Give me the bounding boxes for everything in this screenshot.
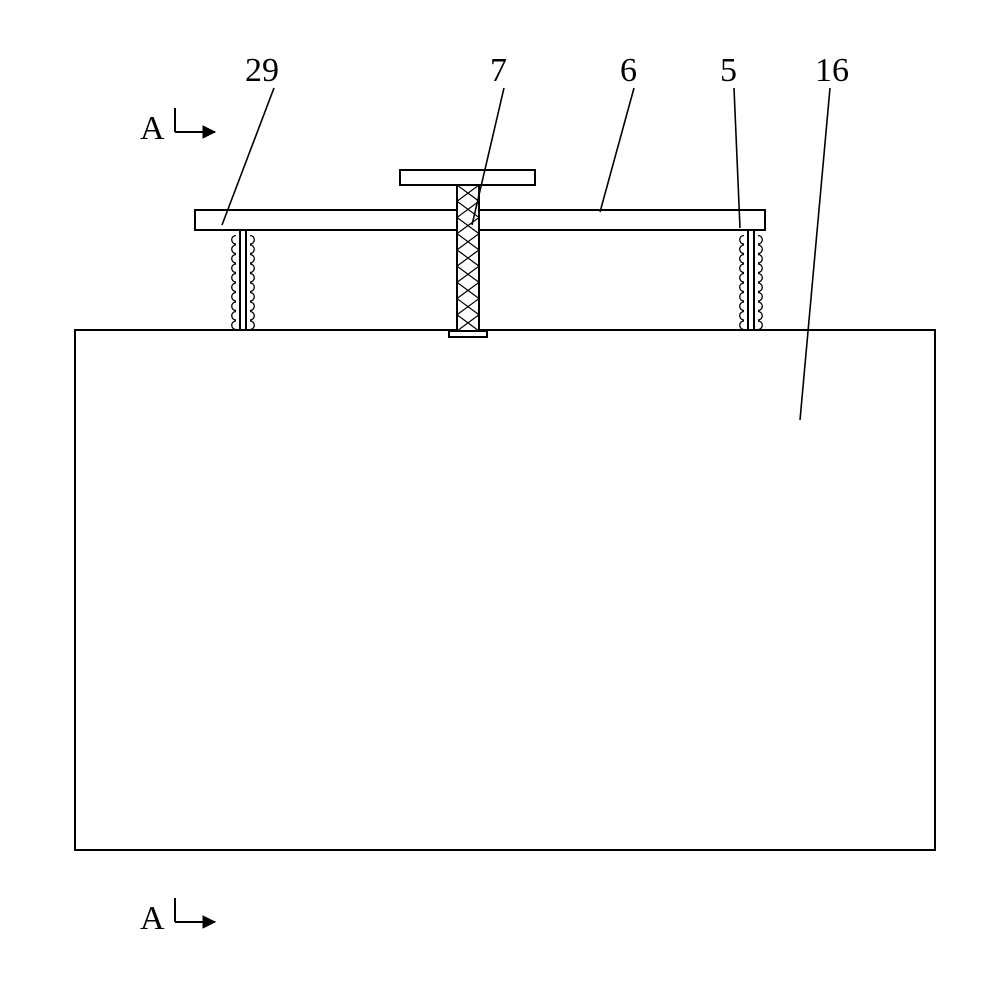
label-16: 16 [815, 52, 849, 90]
leader-l29 [222, 88, 274, 225]
section-arrow-bottom-head [203, 916, 215, 928]
section-label-A-top: A [140, 110, 165, 148]
handle-bar [400, 170, 535, 185]
left-spring-coils-left [232, 235, 236, 329]
section-arrow-top-head [203, 126, 215, 138]
label-5: 5 [720, 52, 737, 90]
center-screw-base [449, 331, 487, 337]
section-label-A-bottom: A [140, 900, 165, 938]
leader-l5 [734, 88, 740, 228]
label-29: 29 [245, 52, 279, 90]
left-spring-coils-right [250, 235, 254, 329]
leader-l7 [472, 88, 504, 225]
right-spring-coils-left [740, 235, 744, 329]
leader-l6 [600, 88, 634, 212]
label-7: 7 [490, 52, 507, 90]
right-spring-coils-right [758, 235, 762, 329]
label-6: 6 [620, 52, 637, 90]
body-box [75, 330, 935, 850]
